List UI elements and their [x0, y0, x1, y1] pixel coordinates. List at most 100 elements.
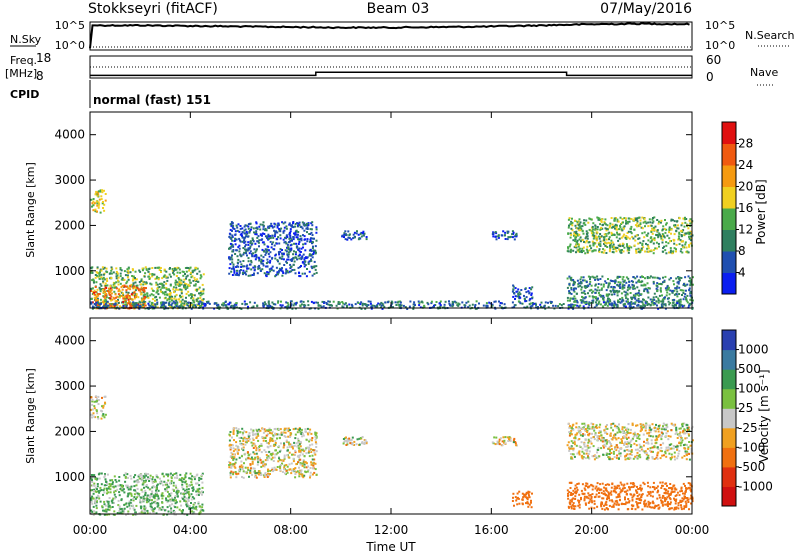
power-cell — [288, 233, 291, 236]
velocity-cell — [184, 474, 187, 477]
power-cell — [103, 302, 106, 305]
velocity-cell — [94, 501, 97, 504]
power-cell — [626, 232, 629, 234]
velocity-cell — [238, 456, 241, 459]
power-cell — [164, 296, 167, 299]
power-cell — [313, 260, 316, 263]
power-cell — [601, 218, 604, 221]
velocity-cell — [115, 480, 118, 483]
velocity-cell — [97, 416, 99, 419]
power-cell — [102, 301, 105, 303]
power-cell — [664, 275, 667, 278]
power-cell — [620, 251, 623, 254]
power-cell — [673, 247, 676, 250]
power-cell — [649, 241, 652, 244]
power-cell — [629, 227, 632, 230]
velocity-cell — [185, 497, 188, 500]
power-cell — [536, 307, 539, 310]
power-cell — [370, 305, 373, 308]
velocity-cell — [310, 432, 313, 435]
velocity-cell — [134, 511, 137, 514]
power-cell — [169, 284, 172, 287]
power-cell — [110, 304, 113, 307]
velocity-cell — [190, 498, 193, 501]
power-cell — [267, 273, 270, 276]
velocity-cell — [249, 469, 252, 472]
power-cell — [274, 257, 277, 260]
power-cell — [592, 243, 595, 246]
velocity-cell — [239, 468, 242, 471]
power-cell — [135, 293, 138, 296]
power-cell — [592, 276, 595, 279]
velocity-cell — [251, 444, 254, 447]
velocity-cell — [361, 442, 364, 445]
nsky-bottom-tick: 10^0 — [55, 39, 85, 52]
velocity-cell — [298, 450, 301, 453]
power-cell — [292, 238, 295, 241]
power-cell — [664, 231, 667, 234]
velocity-cell — [233, 453, 236, 456]
power-cell — [641, 244, 644, 247]
power-cell — [664, 287, 667, 290]
power-cell — [234, 273, 237, 276]
power-cell — [638, 248, 641, 251]
power-cell — [616, 294, 619, 297]
velocity-cell — [149, 477, 151, 480]
power-cell — [530, 294, 533, 296]
velocity-cell — [201, 506, 204, 509]
power-cell — [579, 250, 581, 253]
power-cell — [588, 295, 591, 298]
velocity-cell — [127, 476, 129, 479]
power-cell — [573, 232, 576, 235]
velocity-cell — [269, 469, 272, 472]
velocity-cell — [134, 474, 137, 477]
velocity-cell — [169, 482, 171, 485]
power-cell — [253, 272, 255, 275]
power-cell — [633, 296, 636, 299]
power-cell — [125, 289, 128, 292]
power-cell — [528, 303, 531, 306]
velocity-cell — [164, 488, 167, 491]
power-cell — [609, 247, 612, 250]
power-cell — [281, 304, 284, 307]
power-cell — [644, 220, 647, 223]
power-cell — [157, 293, 160, 296]
velocity-cell — [300, 433, 303, 435]
power-cell — [515, 235, 518, 238]
power-cell — [297, 231, 300, 233]
velocity-cell — [283, 427, 286, 430]
power-cell — [621, 287, 624, 290]
power-cell — [361, 302, 364, 305]
power-cell — [148, 304, 151, 307]
power-cell — [669, 240, 672, 243]
velocity-cell — [236, 450, 239, 453]
velocity-cell — [159, 481, 162, 484]
power-cell — [193, 276, 196, 279]
power-cell — [269, 259, 272, 262]
power-cell — [298, 241, 301, 243]
power-cell — [612, 226, 615, 229]
velocity-cell — [246, 466, 249, 469]
power-cell — [304, 264, 307, 266]
power-cell — [179, 300, 182, 303]
velocity-cell — [144, 498, 147, 501]
velocity-cell — [146, 494, 149, 497]
power-cell — [159, 267, 162, 269]
velocity-cell — [167, 475, 169, 478]
velocity-cell — [234, 466, 237, 469]
velocity-cell — [514, 442, 517, 445]
power-cell — [653, 216, 656, 219]
velocity-cell — [288, 463, 291, 466]
power-cell — [676, 290, 679, 293]
power-cell — [632, 237, 635, 240]
power-cell — [131, 298, 134, 301]
power-cell — [116, 306, 119, 309]
velocity-cell — [304, 448, 307, 451]
power-cell — [569, 223, 572, 226]
power-cell — [96, 300, 99, 303]
power-cell — [646, 304, 649, 306]
power-cell — [243, 248, 246, 251]
velocity-cell — [277, 460, 280, 463]
power-cell — [519, 296, 522, 299]
velocity-cell — [292, 453, 295, 456]
